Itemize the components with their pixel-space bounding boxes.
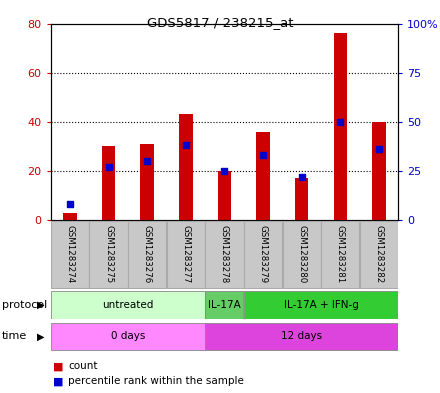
Text: 0 days: 0 days [110,331,145,342]
Text: GSM1283282: GSM1283282 [374,225,383,284]
Bar [89,221,128,288]
Bar [179,114,193,220]
Text: IL-17A: IL-17A [208,300,241,310]
Point [143,158,150,164]
Text: percentile rank within the sample: percentile rank within the sample [68,376,244,386]
Text: GSM1283274: GSM1283274 [66,225,74,284]
Text: protocol: protocol [2,300,48,310]
Bar [244,291,398,319]
Bar [244,221,282,288]
Bar [63,213,77,220]
Point [182,142,189,149]
Text: GSM1283276: GSM1283276 [143,225,152,284]
Bar [218,171,231,220]
Text: untreated: untreated [102,300,154,310]
Bar [205,291,243,319]
Text: ■: ■ [53,376,63,386]
Point [260,152,267,158]
Bar [334,33,347,220]
Text: time: time [2,331,27,342]
Bar [205,323,398,350]
Text: GSM1283277: GSM1283277 [181,225,190,284]
Point [298,174,305,180]
Text: 12 days: 12 days [281,331,322,342]
Point [337,119,344,125]
Point [375,146,382,152]
Point [105,164,112,170]
Bar [205,221,243,288]
Text: GSM1283279: GSM1283279 [259,226,268,283]
Bar [321,221,359,288]
Point [66,201,73,208]
Text: GSM1283278: GSM1283278 [220,225,229,284]
Text: ■: ■ [53,361,63,371]
Bar [372,122,385,220]
Text: GDS5817 / 238215_at: GDS5817 / 238215_at [147,16,293,29]
Bar [51,323,205,350]
Text: GSM1283281: GSM1283281 [336,225,345,284]
Bar [51,291,205,319]
Bar [360,221,398,288]
Bar [128,221,166,288]
Text: GSM1283280: GSM1283280 [297,225,306,284]
Bar [102,146,115,220]
Text: IL-17A + IFN-g: IL-17A + IFN-g [283,300,359,310]
Text: ▶: ▶ [37,300,44,310]
Text: GSM1283275: GSM1283275 [104,225,113,284]
Bar [295,178,308,220]
Text: ▶: ▶ [37,331,44,342]
Bar [140,144,154,220]
Point [221,168,228,174]
Bar [282,221,321,288]
Bar [167,221,205,288]
Bar [256,132,270,220]
Text: count: count [68,361,98,371]
Bar [51,221,89,288]
